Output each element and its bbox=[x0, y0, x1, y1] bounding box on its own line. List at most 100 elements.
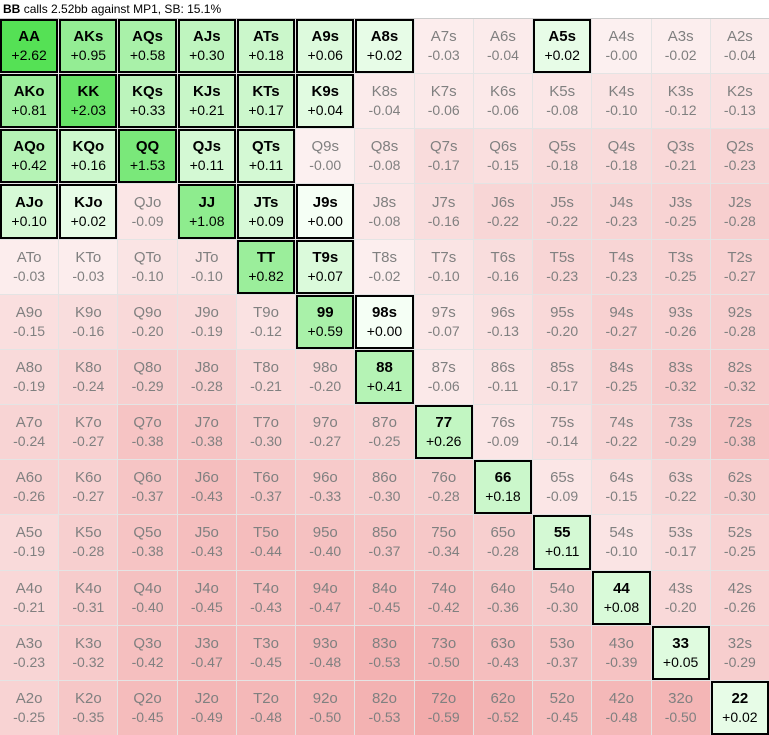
hand-cell[interactable]: 55 +0.11 bbox=[533, 515, 592, 570]
hand-cell[interactable]: T4s -0.23 bbox=[592, 239, 651, 294]
hand-cell[interactable]: QJs +0.11 bbox=[177, 129, 236, 184]
hand-cell[interactable]: 54o -0.30 bbox=[533, 570, 592, 625]
hand-cell[interactable]: 95s -0.20 bbox=[533, 294, 592, 349]
hand-cell[interactable]: 99 +0.59 bbox=[296, 294, 355, 349]
hand-cell[interactable]: J6o -0.43 bbox=[177, 460, 236, 515]
hand-cell[interactable]: Q8o -0.29 bbox=[118, 349, 177, 405]
hand-cell[interactable]: 75s -0.14 bbox=[533, 405, 592, 460]
hand-cell[interactable]: 62o -0.52 bbox=[473, 680, 533, 735]
hand-cell[interactable]: 72o -0.59 bbox=[414, 680, 473, 735]
hand-cell[interactable]: Q2s -0.23 bbox=[710, 129, 769, 184]
hand-cell[interactable]: A8s +0.02 bbox=[355, 19, 414, 74]
hand-cell[interactable]: 32s -0.29 bbox=[710, 625, 769, 680]
hand-cell[interactable]: J3o -0.47 bbox=[177, 625, 236, 680]
hand-cell[interactable]: 77 +0.26 bbox=[414, 405, 473, 460]
hand-cell[interactable]: 95o -0.40 bbox=[296, 515, 355, 570]
hand-cell[interactable]: A3o -0.23 bbox=[0, 625, 59, 680]
hand-cell[interactable]: 64s -0.15 bbox=[592, 460, 651, 515]
hand-cell[interactable]: QTo -0.10 bbox=[118, 239, 177, 294]
hand-cell[interactable]: 82s -0.32 bbox=[710, 349, 769, 405]
hand-cell[interactable]: 65o -0.28 bbox=[473, 515, 533, 570]
hand-cell[interactable]: A8o -0.19 bbox=[0, 349, 59, 405]
hand-cell[interactable]: T7s -0.10 bbox=[414, 239, 473, 294]
hand-cell[interactable]: 87o -0.25 bbox=[355, 405, 414, 460]
hand-cell[interactable]: K6o -0.27 bbox=[59, 460, 118, 515]
hand-cell[interactable]: T2s -0.27 bbox=[710, 239, 769, 294]
hand-cell[interactable]: K5s -0.08 bbox=[533, 74, 592, 129]
hand-cell[interactable]: J8s -0.08 bbox=[355, 184, 414, 239]
hand-cell[interactable]: J2s -0.28 bbox=[710, 184, 769, 239]
hand-cell[interactable]: 82o -0.53 bbox=[355, 680, 414, 735]
hand-cell[interactable]: 63s -0.22 bbox=[651, 460, 710, 515]
hand-cell[interactable]: J8o -0.28 bbox=[177, 349, 236, 405]
hand-cell[interactable]: Q3o -0.42 bbox=[118, 625, 177, 680]
hand-cell[interactable]: K3o -0.32 bbox=[59, 625, 118, 680]
hand-cell[interactable]: 44 +0.08 bbox=[592, 570, 651, 625]
hand-cell[interactable]: AJo +0.10 bbox=[0, 184, 59, 239]
hand-cell[interactable]: A5o -0.19 bbox=[0, 515, 59, 570]
hand-cell[interactable]: 66 +0.18 bbox=[473, 460, 533, 515]
hand-cell[interactable]: 42s -0.26 bbox=[710, 570, 769, 625]
hand-cell[interactable]: 33 +0.05 bbox=[651, 625, 710, 680]
hand-cell[interactable]: T5s -0.23 bbox=[533, 239, 592, 294]
hand-cell[interactable]: J7s -0.16 bbox=[414, 184, 473, 239]
hand-cell[interactable]: AQo +0.42 bbox=[0, 129, 59, 184]
hand-cell[interactable]: T6o -0.37 bbox=[236, 460, 296, 515]
hand-cell[interactable]: QTs +0.11 bbox=[236, 129, 296, 184]
hand-cell[interactable]: A2o -0.25 bbox=[0, 680, 59, 735]
hand-cell[interactable]: K7o -0.27 bbox=[59, 405, 118, 460]
hand-cell[interactable]: 96s -0.13 bbox=[473, 294, 533, 349]
hand-cell[interactable]: 63o -0.43 bbox=[473, 625, 533, 680]
hand-cell[interactable]: A7o -0.24 bbox=[0, 405, 59, 460]
hand-cell[interactable]: 93s -0.26 bbox=[651, 294, 710, 349]
hand-cell[interactable]: 73o -0.50 bbox=[414, 625, 473, 680]
hand-cell[interactable]: Q2o -0.45 bbox=[118, 680, 177, 735]
hand-cell[interactable]: A6s -0.04 bbox=[473, 19, 533, 74]
hand-cell[interactable]: 92o -0.50 bbox=[296, 680, 355, 735]
hand-cell[interactable]: T5o -0.44 bbox=[236, 515, 296, 570]
hand-cell[interactable]: 86s -0.11 bbox=[473, 349, 533, 405]
hand-cell[interactable]: 72s -0.38 bbox=[710, 405, 769, 460]
hand-cell[interactable]: Q9s -0.00 bbox=[296, 129, 355, 184]
hand-cell[interactable]: K8o -0.24 bbox=[59, 349, 118, 405]
hand-cell[interactable]: KTs +0.17 bbox=[236, 74, 296, 129]
hand-cell[interactable]: Q8s -0.08 bbox=[355, 129, 414, 184]
hand-cell[interactable]: K4o -0.31 bbox=[59, 570, 118, 625]
hand-cell[interactable]: 84s -0.25 bbox=[592, 349, 651, 405]
hand-cell[interactable]: K7s -0.06 bbox=[414, 74, 473, 129]
hand-cell[interactable]: TT +0.82 bbox=[236, 239, 296, 294]
hand-cell[interactable]: 85o -0.37 bbox=[355, 515, 414, 570]
hand-cell[interactable]: KJo +0.02 bbox=[59, 184, 118, 239]
hand-cell[interactable]: Q6s -0.15 bbox=[473, 129, 533, 184]
hand-cell[interactable]: 53o -0.37 bbox=[533, 625, 592, 680]
hand-cell[interactable]: A9s +0.06 bbox=[296, 19, 355, 74]
hand-cell[interactable]: 53s -0.17 bbox=[651, 515, 710, 570]
hand-cell[interactable]: 93o -0.48 bbox=[296, 625, 355, 680]
hand-cell[interactable]: AJs +0.30 bbox=[177, 19, 236, 74]
hand-cell[interactable]: A6o -0.26 bbox=[0, 460, 59, 515]
hand-cell[interactable]: A2s -0.04 bbox=[710, 19, 769, 74]
hand-cell[interactable]: Q9o -0.20 bbox=[118, 294, 177, 349]
hand-cell[interactable]: 73s -0.29 bbox=[651, 405, 710, 460]
hand-cell[interactable]: T8o -0.21 bbox=[236, 349, 296, 405]
hand-cell[interactable]: K9s +0.04 bbox=[296, 74, 355, 129]
hand-cell[interactable]: 87s -0.06 bbox=[414, 349, 473, 405]
hand-cell[interactable]: T7o -0.30 bbox=[236, 405, 296, 460]
hand-cell[interactable]: 32o -0.50 bbox=[651, 680, 710, 735]
hand-cell[interactable]: ATo -0.03 bbox=[0, 239, 59, 294]
hand-cell[interactable]: Q7o -0.38 bbox=[118, 405, 177, 460]
hand-cell[interactable]: AQs +0.58 bbox=[118, 19, 177, 74]
hand-cell[interactable]: QQ +1.53 bbox=[118, 129, 177, 184]
hand-cell[interactable]: 64o -0.36 bbox=[473, 570, 533, 625]
hand-cell[interactable]: 65s -0.09 bbox=[533, 460, 592, 515]
hand-cell[interactable]: J9s +0.00 bbox=[296, 184, 355, 239]
hand-cell[interactable]: K8s -0.04 bbox=[355, 74, 414, 129]
hand-cell[interactable]: J3s -0.25 bbox=[651, 184, 710, 239]
hand-cell[interactable]: 92s -0.28 bbox=[710, 294, 769, 349]
hand-cell[interactable]: K6s -0.06 bbox=[473, 74, 533, 129]
hand-cell[interactable]: J7o -0.38 bbox=[177, 405, 236, 460]
hand-cell[interactable]: Q6o -0.37 bbox=[118, 460, 177, 515]
hand-cell[interactable]: 43s -0.20 bbox=[651, 570, 710, 625]
hand-cell[interactable]: 86o -0.30 bbox=[355, 460, 414, 515]
hand-cell[interactable]: 43o -0.39 bbox=[592, 625, 651, 680]
